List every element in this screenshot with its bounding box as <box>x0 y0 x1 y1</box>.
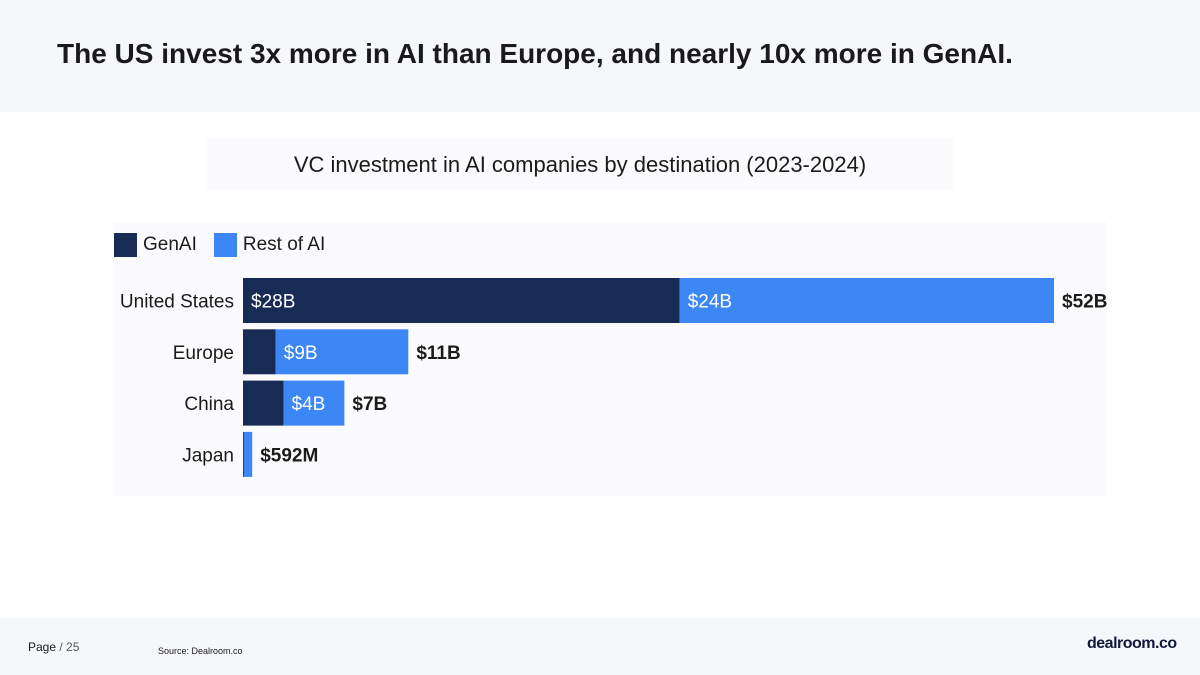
source-note: Source: Dealroom.co <box>158 646 243 656</box>
header-band: The US invest 3x more in AI than Europe,… <box>0 0 1200 112</box>
page-total: / 25 <box>59 640 80 654</box>
category-label-united-states: United States <box>120 292 234 313</box>
chart-legend: GenAI Rest of AI <box>114 232 342 258</box>
bar-label-rest-of-ai-united-states: $24B <box>688 292 732 313</box>
total-label-china: $7B <box>352 394 387 415</box>
category-label-china: China <box>184 394 234 415</box>
page-number: Page / 25 <box>28 640 79 654</box>
page-label: Page <box>28 640 57 654</box>
legend-label-genai: GenAI <box>143 234 197 255</box>
total-label-europe: $11B <box>416 343 460 364</box>
chart-title: VC investment in AI companies by destina… <box>207 138 953 190</box>
bar-label-genai-united-states: $28B <box>251 292 295 313</box>
legend-swatch-rest-of-ai <box>213 233 237 257</box>
bar-genai-china <box>243 380 284 426</box>
total-label-united-states: $52B <box>1062 292 1107 313</box>
bar-rest-of-ai-europe <box>275 329 409 375</box>
page-title: The US invest 3x more in AI than Europe,… <box>57 38 1013 69</box>
bar-genai-united-states <box>243 278 680 323</box>
bar-label-rest-of-ai-europe: $9B <box>284 343 318 364</box>
total-label-japan: $592M <box>260 445 318 466</box>
bar-label-rest-of-ai-china: $4B <box>292 394 326 415</box>
bar-rest-of-ai-china <box>283 380 345 426</box>
legend-label-rest-of-ai: Rest of AI <box>242 234 326 255</box>
footer-band <box>0 618 1200 675</box>
category-label-japan: Japan <box>182 445 234 466</box>
category-label-europe: Europe <box>173 343 234 364</box>
bar-rest-of-ai-united-states <box>679 278 1054 323</box>
bar-genai-europe <box>243 329 276 375</box>
bar-rest-of-ai-japan <box>243 431 253 477</box>
dealroom-logo: dealroom.co <box>1087 635 1177 652</box>
bar-genai-japan <box>243 431 244 477</box>
legend-item-genai: GenAI <box>114 233 197 257</box>
legend-item-rest-of-ai: Rest of AI <box>213 233 326 257</box>
legend-swatch-genai <box>114 233 137 257</box>
